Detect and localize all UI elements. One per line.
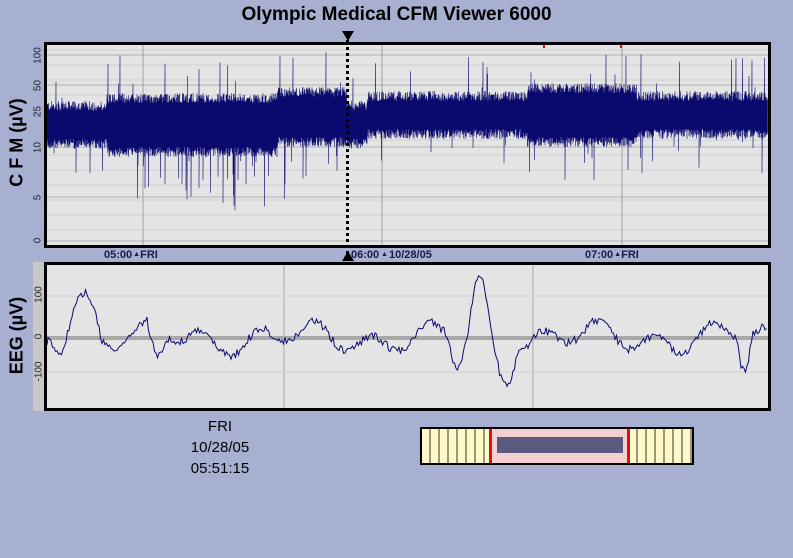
cfm-trend-plot[interactable]	[47, 45, 768, 245]
timeline-navigator[interactable]	[420, 427, 694, 465]
cursor-date: 10/28/05	[190, 439, 250, 456]
cursor-top-arrow-icon[interactable]	[342, 31, 354, 41]
app-title: Olympic Medical CFM Viewer 6000	[241, 4, 552, 25]
eeg-plot[interactable]	[47, 265, 768, 408]
cursor-bottom-arrow-icon[interactable]	[342, 251, 354, 261]
cfm-ytick-25: 25	[32, 105, 44, 118]
cfm-ytick-5: 5	[32, 194, 44, 201]
cfm-time-tick-0600: 06:00	[351, 249, 379, 261]
cfm-ytick-10: 10	[32, 141, 44, 154]
eeg-axis-strip	[33, 262, 44, 411]
cfm-ytick-50: 50	[32, 79, 44, 92]
eeg-panel[interactable]	[44, 262, 771, 411]
navigator-thumb[interactable]	[497, 437, 623, 453]
cfm-ytick-0: 0	[32, 237, 44, 244]
cfm-time-tick-0500: 05:00 FRI	[104, 249, 158, 261]
cfm-y-axis-label: C F M (µV)	[6, 98, 27, 187]
eeg-y-axis-label: EEG (µV)	[6, 296, 27, 375]
cfm-ytick-100: 100	[32, 47, 44, 64]
cfm-trend-panel[interactable]	[44, 42, 771, 248]
eeg-ytick-100: 100	[33, 286, 45, 303]
eeg-trace	[47, 274, 767, 388]
cfm-time-tick-0700: 07:00 FRI	[585, 249, 639, 261]
cursor-day: FRI	[207, 418, 233, 435]
cfm-date-label: 10/28/05	[381, 249, 432, 261]
cursor-time: 05:51:15	[190, 460, 250, 477]
navigator-window[interactable]	[489, 429, 630, 463]
cfm-trace	[47, 52, 768, 211]
time-tick-label: 07:00	[585, 249, 614, 261]
time-tick-day: FRI	[140, 249, 158, 261]
time-tick-label: 05:00	[104, 249, 133, 261]
time-tick-label: 06:00	[351, 249, 380, 261]
time-tick-day: FRI	[621, 249, 639, 261]
time-cursor[interactable]	[346, 40, 349, 260]
eeg-ytick-neg100: -100	[33, 361, 45, 382]
eeg-ytick-0: 0	[33, 333, 45, 340]
